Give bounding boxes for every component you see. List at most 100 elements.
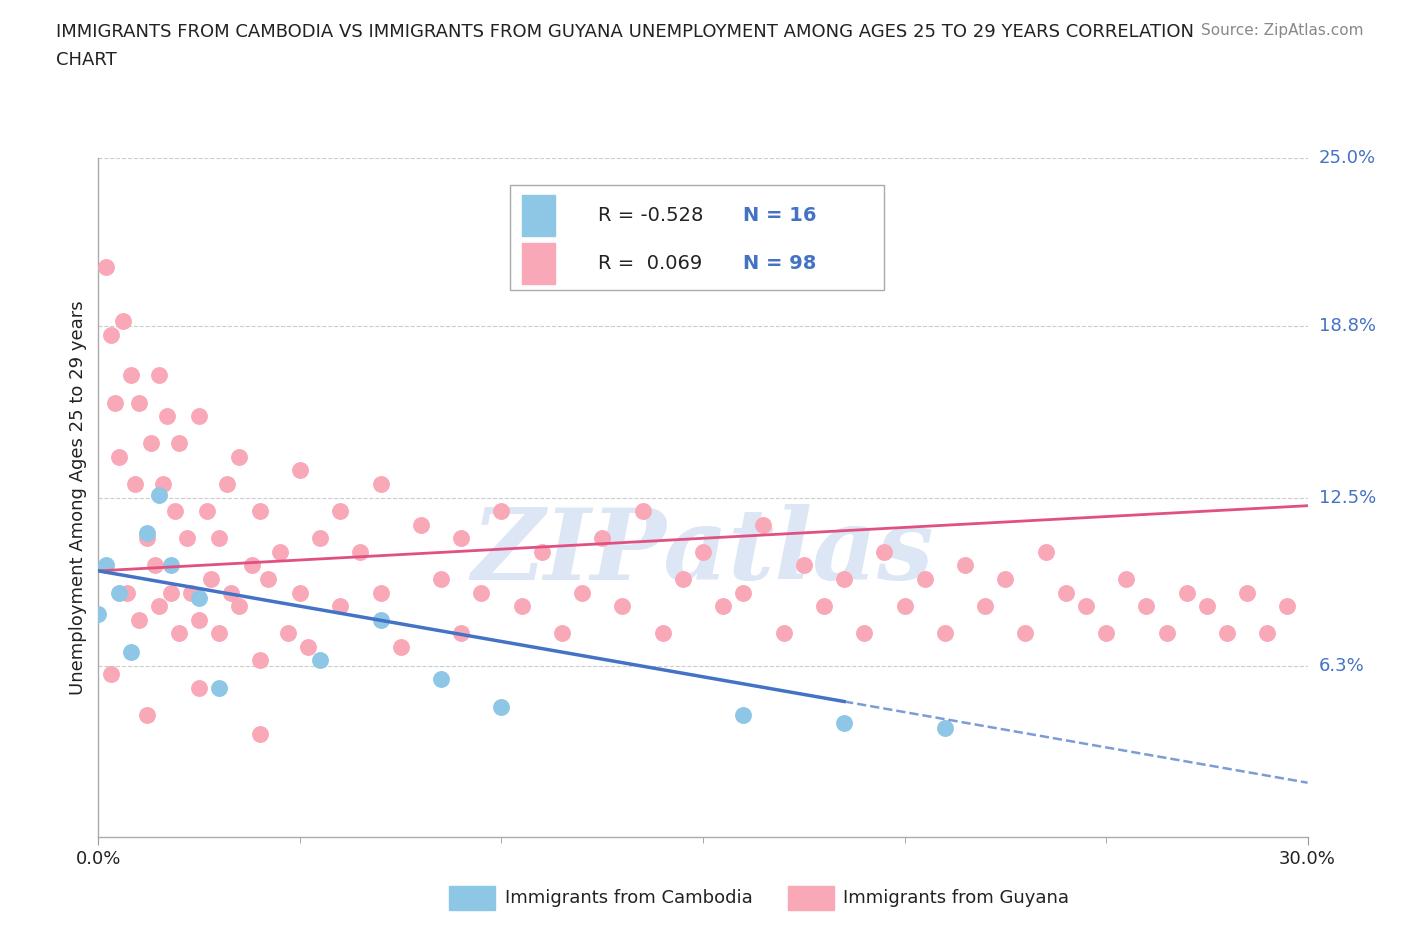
Point <box>813 599 835 614</box>
Point <box>148 599 170 614</box>
Point <box>1195 599 1218 614</box>
Point <box>148 487 170 502</box>
Point <box>329 504 352 519</box>
Point <box>953 558 976 573</box>
Point <box>188 612 211 627</box>
Point <box>1054 585 1077 600</box>
Point <box>128 612 150 627</box>
Point <box>752 517 775 532</box>
Point <box>370 476 392 491</box>
Point <box>934 721 956 736</box>
Text: R =  0.069: R = 0.069 <box>598 254 702 272</box>
Point <box>208 531 231 546</box>
Point <box>167 626 190 641</box>
Point <box>188 680 211 695</box>
Point <box>195 504 218 519</box>
Point <box>139 436 162 451</box>
Point <box>188 408 211 423</box>
Point <box>430 572 453 587</box>
Point <box>470 585 492 600</box>
Text: Source: ZipAtlas.com: Source: ZipAtlas.com <box>1201 23 1364 38</box>
Point <box>450 531 472 546</box>
Point <box>329 599 352 614</box>
Point <box>135 525 157 540</box>
Point <box>1175 585 1198 600</box>
Point <box>1236 585 1258 600</box>
Point <box>249 504 271 519</box>
Point <box>249 726 271 741</box>
Point <box>1156 626 1178 641</box>
Point <box>277 626 299 641</box>
Point <box>1256 626 1278 641</box>
Point <box>115 585 138 600</box>
Point <box>430 672 453 687</box>
Text: Immigrants from Guyana: Immigrants from Guyana <box>844 889 1069 907</box>
FancyBboxPatch shape <box>509 185 884 290</box>
Text: ZIPatlas: ZIPatlas <box>472 504 934 600</box>
Point <box>297 640 319 655</box>
Point <box>160 585 183 600</box>
Point <box>309 653 332 668</box>
Point <box>96 259 118 274</box>
Point <box>914 572 936 587</box>
Point <box>491 699 513 714</box>
Point <box>1135 599 1157 614</box>
Point <box>551 626 574 641</box>
Point <box>530 544 553 559</box>
Point <box>349 544 371 559</box>
Point <box>143 558 166 573</box>
Point <box>631 504 654 519</box>
Point <box>370 585 392 600</box>
Point <box>152 476 174 491</box>
Point <box>188 591 211 605</box>
Point <box>208 626 231 641</box>
Bar <box>787 886 834 910</box>
Point <box>128 395 150 410</box>
Point <box>103 395 125 410</box>
Bar <box>522 243 555 284</box>
Point <box>1014 626 1036 641</box>
Point <box>591 531 613 546</box>
Point <box>124 476 146 491</box>
Point <box>571 585 593 600</box>
Point <box>873 544 896 559</box>
Point <box>1115 572 1137 587</box>
Bar <box>522 195 555 236</box>
Text: Immigrants from Cambodia: Immigrants from Cambodia <box>505 889 752 907</box>
Point <box>288 585 311 600</box>
Point <box>1095 626 1118 641</box>
Bar <box>449 886 495 910</box>
Point <box>793 558 815 573</box>
Point <box>994 572 1017 587</box>
Point <box>450 626 472 641</box>
Text: N = 98: N = 98 <box>742 254 817 272</box>
Point <box>156 408 179 423</box>
Point <box>87 607 110 622</box>
Point <box>135 531 157 546</box>
Point <box>163 504 186 519</box>
Point <box>389 640 412 655</box>
Point <box>160 558 183 573</box>
Point <box>733 708 755 723</box>
Text: IMMIGRANTS FROM CAMBODIA VS IMMIGRANTS FROM GUYANA UNEMPLOYMENT AMONG AGES 25 TO: IMMIGRANTS FROM CAMBODIA VS IMMIGRANTS F… <box>56 23 1194 41</box>
Point <box>176 531 198 546</box>
Point <box>1074 599 1097 614</box>
Point <box>711 599 734 614</box>
Point <box>135 708 157 723</box>
Point <box>148 368 170 383</box>
Point <box>167 436 190 451</box>
Text: 25.0%: 25.0% <box>1319 149 1376 167</box>
Text: 6.3%: 6.3% <box>1319 657 1364 675</box>
Point <box>249 653 271 668</box>
Point <box>772 626 794 641</box>
Point <box>409 517 432 532</box>
Point <box>217 476 239 491</box>
Point <box>1277 599 1299 614</box>
Text: CHART: CHART <box>56 51 117 69</box>
Point <box>120 644 142 659</box>
Point <box>733 585 755 600</box>
Point <box>208 680 231 695</box>
Point <box>934 626 956 641</box>
Point <box>832 715 855 730</box>
Text: 12.5%: 12.5% <box>1319 488 1376 507</box>
